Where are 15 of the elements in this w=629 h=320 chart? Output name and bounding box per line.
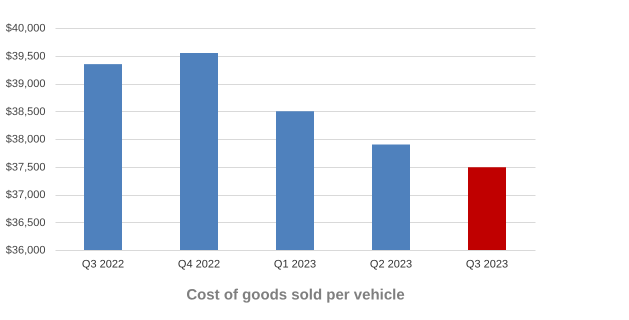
- y-tick-label: $38,000: [6, 134, 46, 146]
- y-tick-label: $39,000: [6, 78, 46, 90]
- y-tick-label: $36,500: [6, 216, 46, 229]
- x-tick-label: Q4 2022: [178, 258, 220, 270]
- x-tick-label: Q2 2023: [370, 258, 412, 270]
- x-tick-label: Q3 2023: [466, 258, 508, 270]
- x-tick-label: Q1 2023: [274, 258, 316, 270]
- x-axis-title: Cost of goods sold per vehicle: [186, 286, 405, 304]
- y-tick-label: $37,000: [6, 189, 46, 201]
- y-tick-label: $37,500: [6, 161, 46, 174]
- y-tick-label: $39,500: [6, 50, 46, 62]
- y-tick-label: $40,000: [6, 22, 46, 34]
- x-tick-label: Q3 2022: [82, 258, 124, 270]
- y-tick-label: $36,000: [6, 244, 46, 256]
- y-tick-label: $38,500: [6, 106, 46, 118]
